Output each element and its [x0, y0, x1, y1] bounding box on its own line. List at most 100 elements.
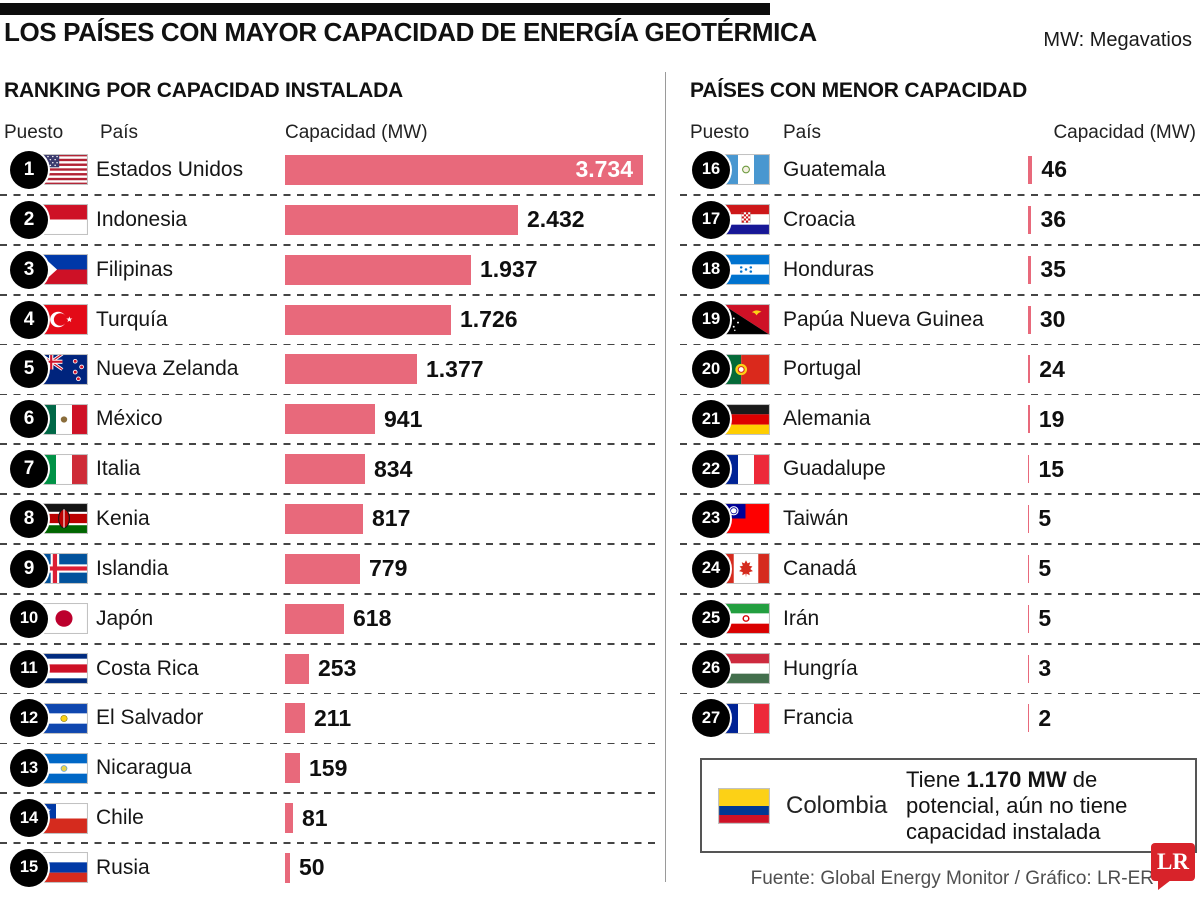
capacity-value: 159 [309, 754, 348, 781]
capacity-bar [1028, 355, 1031, 384]
capacity-bar [285, 204, 518, 235]
rank-badge: 26 [692, 649, 730, 688]
table-row: 27 Francia 2 [680, 693, 1200, 743]
table-row: 4 Turquía 1.726 [0, 295, 655, 346]
table-row: 19 Papúa Nueva Guinea 30 [680, 295, 1200, 346]
table-row: 5 Nueva Zelanda 1.377 [0, 344, 655, 396]
nz-flag-icon [39, 352, 88, 385]
rank-badge: 5 [10, 350, 48, 389]
rank-and-flag: 14 [0, 799, 96, 838]
country-name: México [96, 407, 163, 431]
capacity-value: 253 [318, 655, 357, 682]
country-name: Croacia [783, 207, 856, 231]
capacity-bar [1028, 305, 1031, 334]
page-title: LOS PAÍSES CON MAYOR CAPACIDAD DE ENERGÍ… [4, 17, 817, 47]
rank-badge: 14 [10, 799, 48, 838]
ranking-table-right: 16 Guatemala 46 17 Croacia 36 18 Honduras 35 19 Pa… [680, 145, 1200, 743]
capacity-value: 779 [369, 555, 408, 582]
left-section-heading: RANKING POR CAPACIDAD INSTALADA [4, 79, 404, 102]
country-name: Estados Unidos [96, 157, 244, 181]
ni-flag-icon [40, 752, 88, 784]
table-row: 21 Alemania 19 [680, 394, 1200, 446]
country-name: Japón [96, 606, 154, 630]
table-row: 22 Guadalupe 15 [680, 444, 1200, 495]
rank-badge: 2 [10, 200, 48, 239]
table-row: 16 Guatemala 46 [680, 145, 1200, 196]
table-row: 18 Honduras 35 [680, 245, 1200, 296]
capacity-bar [285, 653, 309, 684]
capacity-bar [285, 454, 365, 485]
capacity-bar: 3.734 [285, 154, 643, 185]
id-flag-icon [40, 204, 88, 236]
country-name: Nueva Zelanda [96, 357, 239, 381]
capacity-bar [1028, 704, 1030, 733]
rank-badge: 22 [692, 450, 730, 489]
capacity-value: 19 [1038, 405, 1065, 432]
capacity-value: 30 [1039, 306, 1066, 332]
capacity-value: 50 [299, 854, 325, 881]
country-name: Islandia [96, 556, 169, 580]
capacity-value: 2.432 [527, 206, 585, 233]
rank-and-flag: 8 [0, 499, 96, 538]
capacity-bar [285, 553, 360, 584]
capacity-value: 2 [1038, 704, 1052, 731]
hn-flag-icon [722, 254, 770, 286]
colombia-label: Colombia [786, 791, 888, 819]
capacity-bar [285, 503, 363, 534]
rank-badge: 9 [10, 549, 48, 588]
hu-flag-icon [722, 653, 770, 685]
it-flag-icon [40, 453, 88, 485]
capacity-value: 5 [1038, 505, 1052, 532]
capacity-value: 941 [384, 405, 423, 432]
cl-flag-icon [40, 802, 88, 834]
capacity-value: 15 [1038, 455, 1065, 482]
country-name: Alemania [783, 407, 871, 431]
rank-and-flag: 9 [0, 549, 96, 588]
rank-and-flag: 17 [680, 200, 783, 239]
country-name: Indonesia [96, 207, 188, 231]
country-name: Portugal [783, 357, 862, 381]
table-row: 23 Taiwán 5 [680, 494, 1200, 545]
rank-and-flag: 23 [680, 499, 783, 538]
capacity-value: 46 [1041, 156, 1067, 183]
capacity-bar [285, 852, 290, 883]
is-flag-icon [40, 553, 88, 585]
country-name: Kenia [96, 506, 150, 530]
capacity-bar [285, 803, 293, 834]
capacity-bar [1028, 155, 1033, 184]
unit-note: MW: Megavatios [1043, 29, 1192, 51]
rank-badge: 16 [692, 150, 730, 189]
rank-and-flag: 6 [0, 400, 96, 439]
colombia-note-text: Tiene 1.170 MW de potencial, aún no tien… [906, 766, 1128, 844]
country-name: Honduras [783, 257, 875, 281]
rank-badge: 19 [692, 300, 730, 339]
capacity-bar [1028, 654, 1030, 683]
capacity-bar [285, 354, 417, 385]
capacity-value: 35 [1040, 256, 1066, 283]
rank-and-flag: 16 [680, 150, 783, 189]
rank-badge: 27 [692, 699, 730, 738]
table-row: 2 Indonesia 2.432 [0, 195, 655, 246]
capacity-bar [1028, 504, 1030, 533]
capacity-value: 1.726 [460, 306, 518, 332]
capacity-bar [1028, 255, 1032, 284]
country-name: Rusia [96, 855, 150, 879]
left-col-header-rank: Puesto [4, 122, 64, 143]
capacity-bar [285, 404, 375, 435]
capacity-value: 3.734 [575, 156, 633, 183]
capacity-value: 211 [314, 704, 352, 731]
table-row: 26 Hungría 3 [680, 644, 1200, 695]
table-row: 24 Canadá 5 [680, 544, 1200, 595]
left-col-header-country: País [100, 122, 139, 143]
rank-and-flag: 7 [0, 450, 96, 489]
rank-and-flag: 2 [0, 200, 96, 239]
rank-badge: 21 [692, 400, 730, 439]
rank-badge: 24 [692, 549, 730, 588]
lr-logo: LR [1151, 843, 1195, 890]
country-name: Hungría [783, 656, 858, 680]
capacity-value: 5 [1038, 555, 1052, 582]
rank-badge: 25 [692, 599, 730, 638]
rank-badge: 12 [10, 699, 48, 738]
capacity-value: 3 [1038, 655, 1052, 682]
country-name: Italia [96, 457, 141, 481]
